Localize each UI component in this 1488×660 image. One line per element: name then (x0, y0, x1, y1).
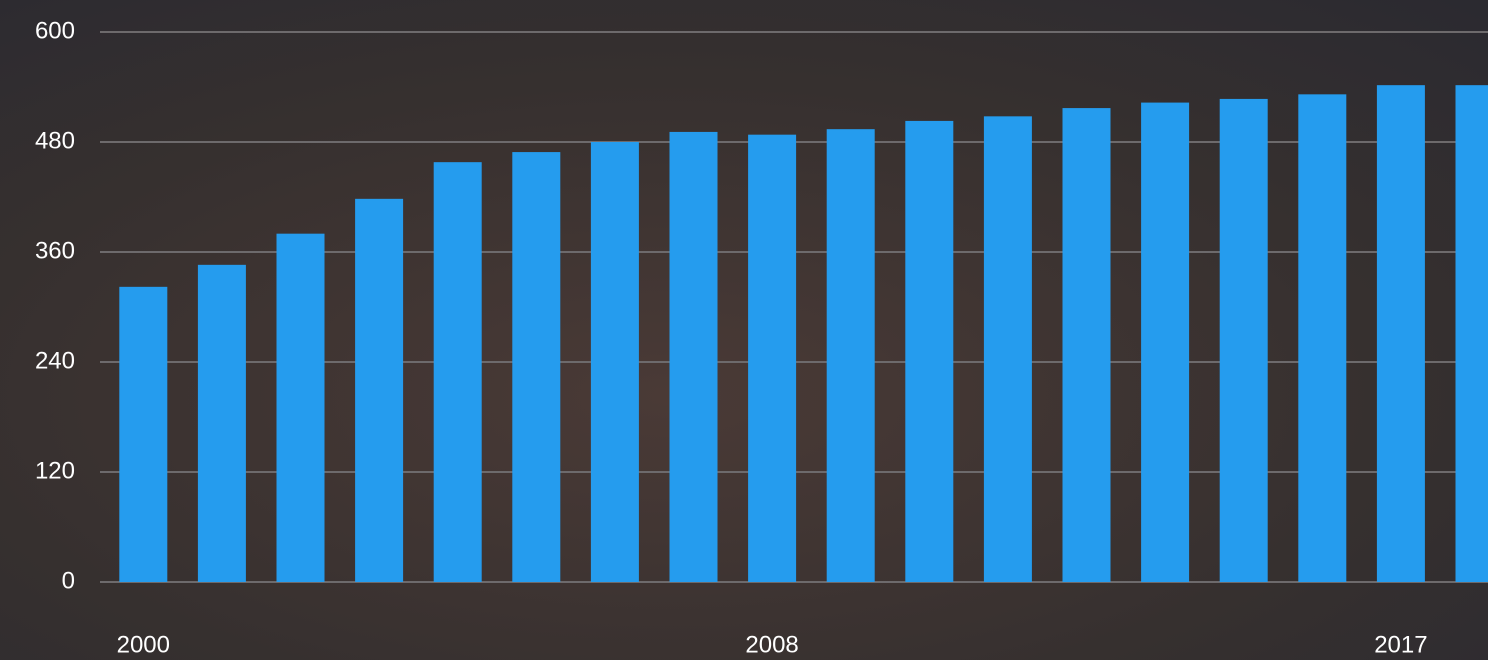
bar (276, 233, 325, 582)
bar (1141, 102, 1190, 582)
bar (1062, 108, 1111, 582)
x-tick-label: 2008 (745, 631, 798, 658)
bar (1219, 98, 1268, 583)
bar (905, 120, 954, 583)
y-tick-label: 480 (35, 127, 75, 154)
bar (197, 264, 246, 582)
x-tick-label: 2000 (117, 631, 170, 658)
y-tick-label: 120 (35, 457, 75, 484)
bar (355, 198, 404, 583)
y-tick-label: 600 (35, 17, 75, 44)
bar (748, 134, 797, 582)
y-tick-label: 360 (35, 237, 75, 264)
y-tick-label: 240 (35, 347, 75, 374)
bar (669, 131, 718, 582)
y-tick-label: 0 (62, 567, 75, 594)
bar (512, 152, 561, 583)
bar (1455, 85, 1488, 583)
bar (433, 162, 482, 582)
bar (119, 286, 168, 582)
bar (826, 129, 875, 582)
bar (983, 116, 1032, 582)
x-tick-label: 2017 (1374, 631, 1427, 658)
bar (1298, 94, 1347, 582)
bar (1376, 85, 1425, 583)
bar (590, 142, 639, 582)
